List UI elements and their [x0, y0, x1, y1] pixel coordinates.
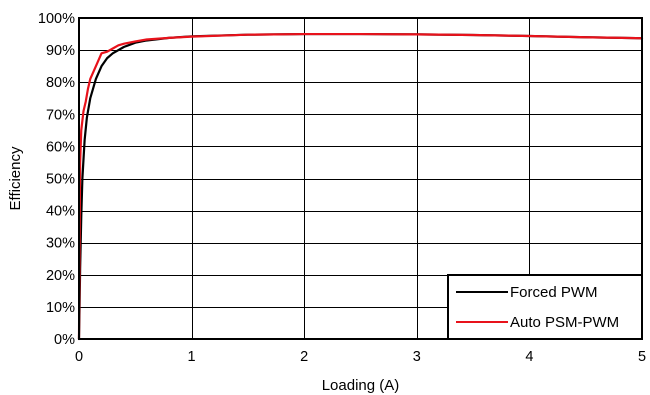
- x-tick-label: 0: [75, 349, 83, 365]
- legend-label-auto-psm-pwm: Auto PSM-PWM: [510, 314, 619, 331]
- y-tick-label: 90%: [46, 43, 75, 59]
- x-tick-label: 2: [300, 349, 308, 365]
- y-tick-label: 60%: [46, 139, 75, 155]
- y-tick-label: 50%: [46, 172, 75, 188]
- x-axis-title: Loading (A): [322, 377, 400, 394]
- y-axis-tick-labels: 0% 10% 20% 30% 40% 50% 60% 70% 80% 90% 100%: [38, 11, 75, 348]
- x-tick-label: 4: [525, 349, 533, 365]
- series-lines: [77, 32, 644, 341]
- x-axis-tick-labels: 0 1 2 3 4 5: [75, 349, 646, 365]
- legend-box: [447, 274, 643, 340]
- y-tick-label: 30%: [46, 236, 75, 252]
- x-tick-label: 1: [188, 349, 196, 365]
- legend: Forced PWM Auto PSM-PWM: [447, 274, 643, 340]
- legend-label-forced-pwm: Forced PWM: [510, 284, 598, 301]
- x-tick-label: 3: [413, 349, 421, 365]
- plot-area-frame: [78, 17, 643, 340]
- y-tick-label: 70%: [46, 107, 75, 123]
- y-axis-title: Efficiency: [7, 146, 24, 210]
- y-tick-label: 40%: [46, 204, 75, 220]
- y-tick-label: 10%: [46, 300, 75, 316]
- y-tick-label: 80%: [46, 75, 75, 91]
- y-tick-label: 20%: [46, 268, 75, 284]
- y-tick-label: 0%: [54, 332, 75, 348]
- series-line-auto-psm-pwm: [77, 32, 644, 341]
- y-tick-label: 100%: [38, 11, 75, 27]
- x-tick-label: 5: [638, 349, 646, 365]
